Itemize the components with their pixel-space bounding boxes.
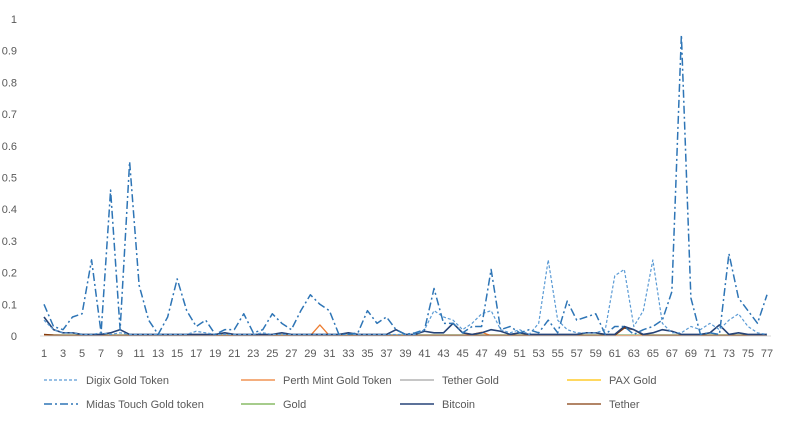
legend-item: Gold bbox=[241, 399, 306, 411]
x-tick-label: 55 bbox=[552, 348, 564, 360]
x-tick-label: 21 bbox=[228, 348, 240, 360]
legend-label: PAX Gold bbox=[609, 375, 657, 387]
y-tick-label: 0 bbox=[11, 331, 17, 343]
plot-area bbox=[43, 34, 768, 337]
x-tick-label: 3 bbox=[60, 348, 66, 360]
x-tick-label: 77 bbox=[761, 348, 773, 360]
x-tick-label: 47 bbox=[475, 348, 487, 360]
x-tick-label: 61 bbox=[609, 348, 621, 360]
legend-item: PAX Gold bbox=[567, 375, 657, 387]
x-tick-label: 7 bbox=[98, 348, 104, 360]
x-tick-label: 53 bbox=[533, 348, 545, 360]
legend-item: Tether Gold bbox=[400, 375, 499, 387]
x-tick-label: 45 bbox=[456, 348, 468, 360]
x-tick-label: 69 bbox=[685, 348, 697, 360]
x-axis: 1 3 5 7 9 11 13 15 17 19 21 23 25 27 29 31 33 35 37 39 41 43 4… bbox=[41, 348, 773, 360]
series-line-midas-touch-gold-token bbox=[43, 34, 768, 336]
x-tick-label: 41 bbox=[418, 348, 430, 360]
x-tick-label: 59 bbox=[590, 348, 602, 360]
y-axis: 0 0.1 0.2 0.3 0.4 0.5 0.6 0.7 0.8 0.9 1 bbox=[2, 14, 17, 343]
series-line-digix-gold-token bbox=[43, 259, 768, 336]
x-tick-label: 27 bbox=[285, 348, 297, 360]
legend-item: Bitcoin bbox=[400, 399, 475, 411]
x-tick-label: 39 bbox=[399, 348, 411, 360]
x-tick-label: 31 bbox=[323, 348, 335, 360]
x-tick-label: 1 bbox=[41, 348, 47, 360]
x-tick-label: 19 bbox=[209, 348, 221, 360]
x-tick-label: 73 bbox=[723, 348, 735, 360]
legend-label: Perth Mint Gold Token bbox=[283, 375, 392, 387]
x-tick-label: 9 bbox=[117, 348, 123, 360]
legend-item: Digix Gold Token bbox=[44, 375, 169, 387]
y-tick-label: 0.5 bbox=[2, 173, 17, 185]
x-tick-label: 35 bbox=[361, 348, 373, 360]
legend-item: Tether bbox=[567, 399, 640, 411]
legend-label: Tether Gold bbox=[442, 375, 499, 387]
x-tick-label: 63 bbox=[628, 348, 640, 360]
y-tick-label: 1 bbox=[11, 14, 17, 26]
x-tick-label: 49 bbox=[495, 348, 507, 360]
y-tick-label: 0.6 bbox=[2, 141, 17, 153]
legend-label: Gold bbox=[283, 399, 306, 411]
x-tick-label: 29 bbox=[304, 348, 316, 360]
x-tick-label: 5 bbox=[79, 348, 85, 360]
legend-item: Midas Touch Gold token bbox=[44, 399, 204, 411]
x-tick-label: 17 bbox=[190, 348, 202, 360]
x-tick-label: 43 bbox=[437, 348, 449, 360]
legend-label: Tether bbox=[609, 399, 640, 411]
legend-label: Midas Touch Gold token bbox=[86, 399, 204, 411]
legend: Digix Gold Token Perth Mint Gold Token Tet… bbox=[44, 375, 657, 411]
x-tick-label: 71 bbox=[704, 348, 716, 360]
x-tick-label: 37 bbox=[380, 348, 392, 360]
legend-label: Bitcoin bbox=[442, 399, 475, 411]
x-tick-label: 13 bbox=[152, 348, 164, 360]
x-tick-label: 23 bbox=[247, 348, 259, 360]
x-tick-label: 15 bbox=[171, 348, 183, 360]
x-tick-label: 25 bbox=[266, 348, 278, 360]
x-tick-label: 67 bbox=[666, 348, 678, 360]
x-tick-label: 57 bbox=[571, 348, 583, 360]
x-tick-label: 51 bbox=[514, 348, 526, 360]
series-line-tether bbox=[43, 327, 767, 337]
x-tick-label: 33 bbox=[342, 348, 354, 360]
y-tick-label: 0.9 bbox=[2, 46, 17, 58]
legend-item: Perth Mint Gold Token bbox=[241, 375, 392, 387]
y-tick-label: 0.7 bbox=[2, 109, 17, 121]
y-tick-label: 0.4 bbox=[2, 204, 17, 216]
y-tick-label: 0.1 bbox=[2, 299, 17, 311]
y-tick-label: 0.2 bbox=[2, 268, 17, 280]
x-tick-label: 75 bbox=[742, 348, 754, 360]
y-tick-label: 0.3 bbox=[2, 236, 17, 248]
x-tick-label: 65 bbox=[647, 348, 659, 360]
legend-label: Digix Gold Token bbox=[86, 375, 169, 387]
x-tick-label: 11 bbox=[133, 348, 144, 360]
y-tick-label: 0.8 bbox=[2, 77, 17, 89]
